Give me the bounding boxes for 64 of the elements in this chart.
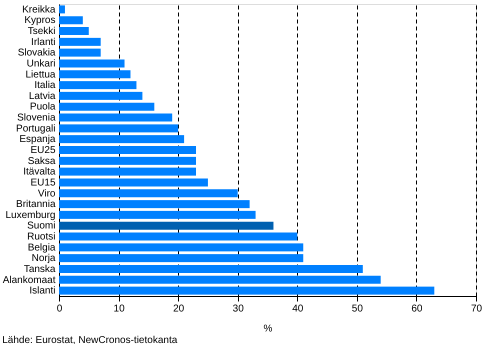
y-tick-label: Slovenia [17,112,56,124]
bar [59,210,256,219]
bar [59,48,101,57]
y-tick-label: Slovakia [18,48,56,59]
y-tick-label: Britannia [16,199,56,210]
y-tick-label: Belgia [28,242,56,254]
y-tick-label: Islanti [29,286,56,297]
y-tick-label: Suomi [27,220,56,232]
bar [59,81,136,90]
y-tick-label: Ruotsi [27,232,56,243]
x-tick-label: 40 [292,304,304,314]
bar [59,102,154,111]
y-tick-label: Viro [38,188,56,200]
bar [59,38,101,46]
x-tick-label: 0 [56,304,63,314]
y-tick-label: Luxemburg [5,210,56,221]
bar [59,124,178,132]
y-tick-label: Puola [30,102,56,113]
bar [59,168,196,176]
y-tick-label: Irlanti [31,36,56,48]
x-tick-label: 30 [232,304,244,314]
bar [59,59,125,68]
bar [59,286,434,295]
bar [59,232,298,241]
y-tick-label: Latvia [28,90,56,102]
bar [59,70,130,78]
bar [59,16,83,24]
bar [59,254,304,262]
bar [59,264,363,273]
bar [59,114,172,122]
x-tick-label: 60 [411,304,423,314]
y-tick-label: Itävalta [23,166,56,178]
bar [59,200,250,208]
y-tick-label: Alankomaat [2,274,56,286]
y-tick-label: Liettua [25,69,56,80]
bar [59,276,381,284]
y-tick-label: Portugali [16,123,56,134]
y-tick-label: Saksa [28,156,56,167]
x-axis-title: % [264,324,273,334]
bar [59,135,184,144]
x-tick-label: 20 [173,304,185,314]
y-tick-label: Kreikka [22,4,56,16]
y-tick-label: Tanska [24,264,56,275]
bar [59,27,89,36]
x-tick-label: 70 [470,304,482,314]
bar [59,5,65,14]
x-tick-label: 50 [352,304,364,314]
text: Lähde: Eurostat, NewCronos-tietokanta [2,335,178,344]
bar [59,92,142,100]
y-tick-label: Tsekki [28,26,56,38]
y-tick-label: EU25 [30,145,56,156]
bar [59,222,274,230]
bar [59,189,238,198]
y-tick-label: Espanja [19,134,56,146]
y-tick-label: Kypros [24,15,56,26]
y-tick-label: EU15 [30,177,56,188]
bar [59,146,196,154]
bar [59,156,196,165]
y-tick-label: Unkari [26,58,56,70]
y-tick-label: Norja [32,253,56,264]
y-tick-label: Italia [34,80,56,92]
bar [59,178,208,186]
bar [59,243,304,252]
x-tick-label: 10 [114,304,126,314]
